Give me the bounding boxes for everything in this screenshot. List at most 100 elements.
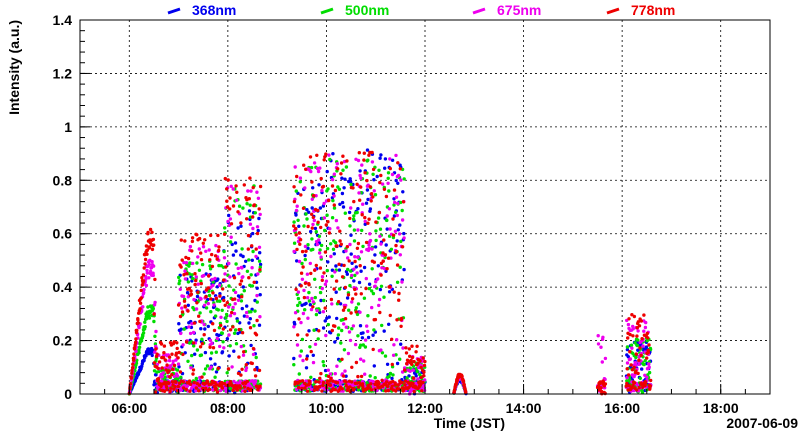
data-point [134,337,138,341]
data-point [304,379,308,383]
data-point [380,182,385,186]
data-point [295,174,299,179]
data-point [310,212,314,216]
data-point [292,356,296,361]
data-point [344,165,349,169]
data-point [236,298,241,302]
data-point [250,284,255,288]
data-point [337,388,341,392]
data-point [221,287,225,291]
data-point [295,259,299,263]
y-axis-title: Intensity (a.u.) [6,20,22,115]
data-point [142,266,146,270]
data-point [400,208,404,213]
data-point [228,328,233,332]
data-point [356,302,361,306]
data-point [234,198,239,202]
data-point [231,253,236,257]
data-point [381,251,385,255]
data-point [187,272,191,276]
data-point [234,249,238,253]
data-point [341,205,346,209]
data-point [642,362,646,367]
data-point [176,377,180,381]
data-point [209,365,213,369]
data-point [188,389,192,393]
data-point [418,359,422,363]
data-point [358,198,362,202]
data-point [306,246,310,250]
data-point [645,331,649,336]
data-point [383,166,387,170]
data-point [356,158,361,163]
data-point [145,271,149,275]
data-point [366,221,370,225]
data-point [183,277,188,281]
data-point [142,358,146,363]
data-point [368,238,373,243]
data-point [373,253,377,257]
data-point [333,241,338,245]
data-point [376,277,380,281]
data-point [422,374,426,378]
data-point [229,222,234,226]
data-point [637,324,642,328]
x-tick-label: 08:00 [210,400,246,416]
data-point [220,331,224,335]
data-point [398,167,402,171]
data-point [317,183,321,187]
data-point [199,297,203,301]
data-point [294,213,298,217]
data-point [309,375,313,379]
data-point [254,333,259,337]
data-point [374,229,378,233]
data-point [640,337,644,341]
data-point [196,255,200,259]
data-point [336,167,340,171]
data-point [368,185,372,189]
data-point [332,172,336,176]
data-point [258,384,262,388]
data-point [301,358,305,363]
data-point [634,355,638,360]
data-point [147,316,152,320]
data-point [144,283,149,288]
data-point [141,305,145,309]
data-point [323,368,328,373]
data-point [331,247,336,251]
data-point [382,187,387,191]
data-point [352,239,357,243]
data-point [251,352,256,357]
data-point [307,290,311,295]
data-point [388,157,392,161]
data-point [245,217,249,221]
data-point [412,359,416,364]
data-point [233,290,238,295]
data-point [221,340,225,344]
data-point [305,272,310,276]
data-point [326,374,331,378]
data-point [372,260,376,264]
data-point [204,386,208,390]
data-point [603,382,608,386]
data-point [305,208,309,212]
data-point [294,287,298,292]
data-point [422,363,427,368]
data-point [152,361,157,365]
data-point [172,340,176,344]
data-point [311,360,316,365]
data-point [352,279,356,283]
data-point [414,350,418,354]
data-point [632,365,636,369]
data-point [304,366,309,370]
data-point [415,344,419,348]
data-point [368,374,372,378]
data-point [400,280,404,284]
data-point [192,344,196,348]
data-point [408,354,412,358]
data-point [355,271,359,275]
legend-label: 675nm [497,2,541,18]
data-point [385,218,389,223]
data-point [220,350,225,354]
data-point [367,286,371,291]
